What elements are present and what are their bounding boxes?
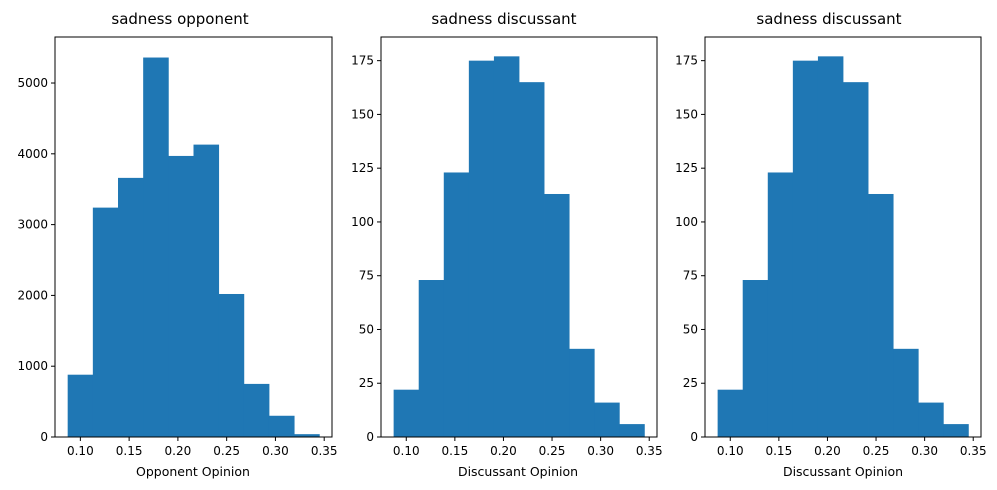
x-tick-label: 0.15	[441, 444, 468, 458]
x-axis-ticks: 0.10 0.15 0.20 0.25 0.30 0.35	[67, 437, 338, 458]
y-tick-label: 3000	[17, 218, 48, 232]
histogram-bar	[943, 424, 969, 437]
x-tick-label: 0.30	[262, 444, 289, 458]
histogram-bar	[519, 82, 545, 437]
y-axis-ticks: 0 25 50 75 100 125 150 175	[351, 54, 381, 444]
histogram-bar	[742, 280, 769, 437]
x-tick-label: 0.20	[490, 444, 517, 458]
x-tick-label: 0.15	[116, 444, 143, 458]
histogram-bar	[868, 193, 894, 437]
x-axis-label: Discussant Opinion	[783, 464, 903, 479]
histogram-bar	[268, 415, 295, 437]
chart-title: sadness discussant	[756, 10, 901, 28]
histogram-bar	[193, 144, 220, 438]
y-tick-label: 100	[675, 215, 698, 229]
y-tick-label: 25	[359, 376, 374, 390]
x-tick-label: 0.25	[213, 444, 240, 458]
y-tick-label: 125	[351, 161, 374, 175]
y-tick-label: 1000	[17, 359, 48, 373]
y-tick-label: 75	[359, 269, 374, 283]
bars	[67, 57, 320, 438]
x-tick-label: 0.30	[587, 444, 614, 458]
histogram-bar	[893, 348, 919, 437]
histogram-bar	[67, 374, 94, 437]
histogram-bar	[594, 402, 620, 437]
histogram-bar	[817, 56, 844, 437]
y-tick-label: 75	[683, 269, 698, 283]
y-tick-label: 175	[351, 54, 374, 68]
x-tick-label: 0.10	[393, 444, 420, 458]
axes-frame	[380, 36, 658, 438]
histogram-bar	[918, 402, 944, 437]
y-tick-label: 0	[40, 430, 48, 444]
y-tick-label: 0	[366, 430, 374, 444]
axes-frame	[54, 36, 333, 438]
histogram-bar	[393, 389, 420, 437]
x-tick-label: 0.35	[960, 444, 987, 458]
histogram-bar	[569, 348, 595, 437]
histogram-bar	[218, 293, 245, 437]
histogram-bar	[294, 434, 320, 437]
y-tick-label: 25	[683, 376, 698, 390]
x-tick-label: 0.25	[863, 444, 890, 458]
y-tick-label: 150	[675, 107, 698, 121]
x-axis-ticks: 0.10 0.15 0.20 0.25 0.30 0.35	[717, 437, 987, 458]
x-axis-ticks: 0.10 0.15 0.20 0.25 0.30 0.35	[393, 437, 663, 458]
x-tick-label: 0.10	[67, 444, 94, 458]
y-tick-label: 0	[690, 430, 698, 444]
chart-title: sadness discussant	[431, 10, 576, 28]
subplot-3: sadness discussant 0.10 0.15 0.20 0.25 0.30 0…	[675, 10, 986, 479]
y-tick-label: 125	[675, 161, 698, 175]
histogram-bar	[243, 383, 270, 437]
y-axis-ticks: 0 25 50 75 100 125 150 175	[675, 54, 705, 444]
histogram-bar	[544, 193, 570, 437]
histogram-bar	[717, 389, 744, 437]
axes-frame	[704, 36, 982, 438]
bars	[393, 56, 645, 438]
x-tick-label: 0.20	[165, 444, 192, 458]
y-tick-label: 50	[683, 322, 698, 336]
histogram-bar	[619, 424, 645, 437]
histogram-bar	[767, 172, 794, 438]
x-tick-label: 0.35	[311, 444, 338, 458]
histogram-bar	[443, 172, 470, 438]
histogram-bar	[92, 207, 119, 437]
histogram-bar	[143, 57, 169, 437]
y-axis-ticks: 0 1000 2000 3000 4000 5000	[17, 76, 55, 444]
y-tick-label: 100	[351, 215, 374, 229]
x-tick-label: 0.20	[814, 444, 841, 458]
histogram-bar	[118, 177, 144, 437]
histogram-bar	[792, 60, 819, 437]
histogram-bar	[418, 280, 445, 437]
x-tick-label: 0.30	[911, 444, 938, 458]
histogram-bar	[168, 155, 194, 437]
subplot-2: sadness discussant 0.10 0.15 0.20 0.25 0.30 0…	[351, 10, 662, 479]
histogram-bar	[468, 60, 495, 437]
y-tick-label: 175	[675, 54, 698, 68]
x-tick-label: 0.25	[539, 444, 566, 458]
x-axis-label: Opponent Opinion	[136, 464, 250, 479]
bars	[717, 56, 969, 438]
y-tick-label: 2000	[17, 288, 48, 302]
x-tick-label: 0.10	[717, 444, 744, 458]
x-tick-label: 0.15	[765, 444, 792, 458]
histogram-bar	[493, 56, 520, 437]
histogram-bar	[843, 82, 869, 437]
chart-title: sadness opponent	[111, 10, 248, 28]
y-tick-label: 150	[351, 107, 374, 121]
y-tick-label: 5000	[17, 76, 48, 90]
y-tick-label: 50	[359, 322, 374, 336]
subplot-1: sadness opponent 0.10 0.15 0.20 0.25 0.30 0.3…	[17, 10, 337, 479]
x-axis-label: Discussant Opinion	[458, 464, 578, 479]
y-tick-label: 4000	[17, 147, 48, 161]
x-tick-label: 0.35	[636, 444, 663, 458]
